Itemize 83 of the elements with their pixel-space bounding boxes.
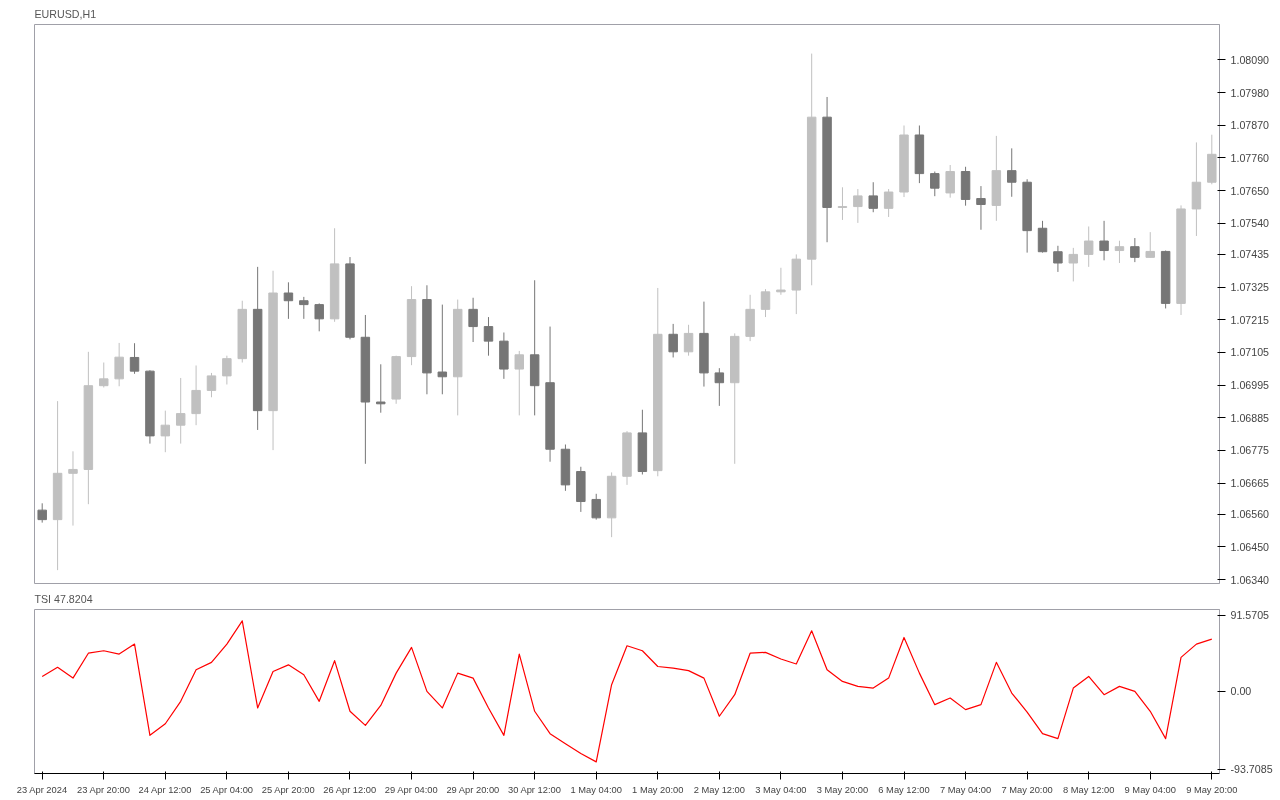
y-tick-label: 1.06665 [1230,477,1270,490]
x-tick-label: 29 Apr 20:00 [446,784,500,795]
candlestick [930,171,940,197]
candlestick [776,267,786,296]
candlestick [175,377,186,445]
candlestick [191,364,201,426]
y-tick-label: 1.07435 [1230,248,1270,261]
x-tick-label: 6 May 12:00 [878,784,930,795]
candlestick [299,296,309,320]
x-tick-label: 30 Apr 12:00 [507,784,561,795]
candlestick [1068,247,1079,282]
candlestick [1099,220,1109,261]
candlestick [945,164,955,199]
y-tick-label: 1.06775 [1230,444,1270,457]
x-tick-label: 3 May 04:00 [755,784,807,795]
candlestick [468,297,478,343]
candlestick [37,502,47,524]
candlestick [853,188,863,224]
x-tick-label: 25 Apr 20:00 [261,784,315,795]
x-tick-label: 9 May 04:00 [1124,784,1176,795]
y-tick-label: 0.00 [1230,685,1252,698]
candlestick [68,450,78,527]
candlestick [483,316,494,357]
x-tick-label: 7 May 20:00 [1001,784,1053,795]
x-tick-label: 1 May 20:00 [632,784,684,795]
candlestick [1083,225,1094,268]
x-tick-label: 9 May 20:00 [1186,784,1238,795]
candlestick [714,367,725,407]
x-tick-label: 2 May 12:00 [693,784,746,795]
candlestick [1053,245,1063,273]
candlestick [514,350,524,416]
candlestick [668,323,678,358]
candlestick [868,181,878,213]
candlestick [114,342,124,387]
line-series [41,620,1213,763]
candlestick [129,342,140,375]
candlestick [883,188,894,218]
y-tick-label: 1.07980 [1230,86,1270,99]
candlestick [683,324,694,357]
candlestick [1130,237,1140,263]
candlestick [1145,231,1155,258]
candlestick [283,281,294,320]
chart-title: EURUSD,H1 [34,7,97,20]
x-tick-label: 3 May 20:00 [816,784,869,795]
y-tick-label: 1.07760 [1230,151,1270,164]
y-tick-label: 91.5705 [1230,609,1270,622]
y-tick-label: 1.07540 [1230,217,1270,230]
candlestick [760,288,771,318]
candlestick [206,372,217,398]
candlestick [222,355,232,385]
x-tick-label: 26 Apr 12:00 [323,784,377,795]
y-tick-label: 1.06885 [1230,411,1270,424]
y-tick-label: 1.06995 [1230,379,1270,392]
x-tick-label: 23 Apr 2024 [16,784,68,795]
x-tick-label: 24 Apr 12:00 [138,784,192,795]
y-tick-label: 1.07650 [1230,184,1270,197]
candlestick [1114,240,1125,264]
x-tick-label: 8 May 12:00 [1063,784,1115,795]
candlestick [1007,147,1017,198]
y-tick-label: 1.07215 [1230,313,1270,326]
candlestick [437,304,448,395]
candlestick [99,362,109,388]
x-tick-label: 1 May 04:00 [570,784,622,795]
y-tick-label: 1.06340 [1230,573,1270,586]
x-tick-label: 29 Apr 04:00 [384,784,438,795]
candlestick [314,302,324,332]
y-tick-label: 1.07870 [1230,119,1270,132]
candlestick [591,493,601,521]
candlestick [837,186,848,221]
candlestick [976,185,986,231]
y-tick-label: -93.7085 [1230,763,1273,776]
y-tick-label: 1.06560 [1230,508,1270,521]
x-tick-label: 23 Apr 20:00 [77,784,130,795]
y-tick-label: 1.08090 [1230,53,1270,66]
y-tick-label: 1.07325 [1230,281,1270,294]
y-tick-label: 1.07105 [1230,346,1270,359]
x-tick-label: 7 May 04:00 [939,784,992,795]
candlestick [1037,220,1048,254]
candlestick [160,410,171,453]
y-tick-label: 1.06450 [1230,540,1270,553]
chart-title: TSI 47.8204 [34,592,93,605]
x-tick-label: 25 Apr 04:00 [200,784,254,795]
candlestick [376,363,386,414]
